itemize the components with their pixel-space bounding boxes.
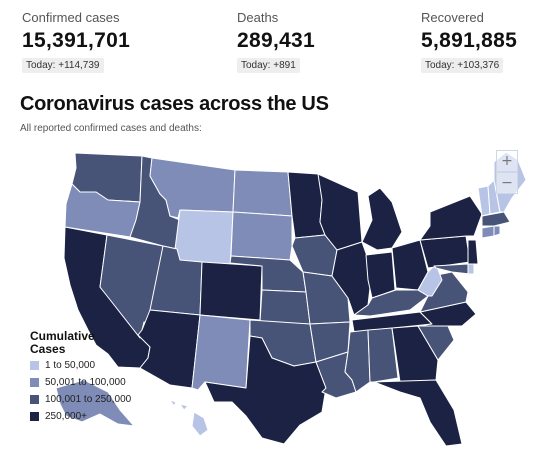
state-hi[interactable]	[169, 399, 209, 437]
legend-item: 50,001 to 100,000	[30, 375, 170, 390]
legend-swatch	[30, 395, 39, 404]
state-md[interactable]	[433, 263, 471, 275]
stat-recovered-today: Today: +103,376	[421, 58, 504, 73]
legend-label: 1 to 50,000	[45, 360, 96, 371]
zoom-in-button[interactable]: +	[496, 150, 518, 172]
state-de[interactable]	[467, 263, 475, 275]
state-tx[interactable]	[204, 335, 327, 445]
state-nm[interactable]	[191, 314, 251, 391]
stat-deaths: Deaths 289,431 Today: +891	[237, 10, 315, 73]
state-co[interactable]	[199, 261, 263, 321]
legend-label: 100,001 to 250,000	[45, 394, 132, 405]
state-fl[interactable]	[373, 379, 463, 447]
zoom-out-button[interactable]: −	[496, 172, 518, 194]
state-ny[interactable]	[419, 195, 483, 241]
stat-confirmed-label: Confirmed cases	[22, 10, 120, 25]
state-nj[interactable]	[467, 239, 479, 265]
map-title: Coronavirus cases across the US	[20, 93, 329, 115]
map-legend: Cumulative Cases 1 to 50,000 50,001 to 1…	[30, 330, 170, 424]
us-map[interactable]	[0, 140, 540, 451]
legend-item: 250,000+	[30, 409, 170, 424]
state-ga[interactable]	[391, 325, 439, 383]
state-mi[interactable]	[361, 187, 403, 251]
state-sd[interactable]	[230, 211, 293, 261]
legend-item: 1 to 50,000	[30, 358, 170, 373]
state-pa[interactable]	[419, 235, 471, 269]
us-map-svg[interactable]	[0, 140, 540, 451]
state-wv[interactable]	[417, 263, 443, 297]
legend-swatch	[30, 378, 39, 387]
stat-deaths-today: Today: +891	[237, 58, 300, 73]
legend-item: 100,001 to 250,000	[30, 392, 170, 407]
stat-confirmed-today: Today: +114,739	[22, 58, 104, 73]
state-ri[interactable]	[493, 225, 501, 237]
legend-label: 250,000+	[45, 411, 87, 422]
state-ma[interactable]	[481, 211, 511, 227]
state-al[interactable]	[367, 327, 399, 383]
state-ks[interactable]	[259, 289, 311, 325]
stat-recovered-value: 5,891,885	[421, 29, 518, 52]
stat-confirmed: Confirmed cases 15,391,701 Today: +114,7…	[22, 10, 130, 73]
stat-confirmed-value: 15,391,701	[22, 29, 131, 52]
state-wi[interactable]	[317, 173, 363, 251]
state-in[interactable]	[365, 251, 396, 299]
state-ak[interactable]	[55, 379, 135, 427]
stat-recovered-label: Recovered	[421, 10, 484, 25]
legend-swatch	[30, 361, 39, 370]
stat-deaths-label: Deaths	[237, 10, 279, 25]
state-nc[interactable]	[417, 301, 477, 327]
stat-deaths-value: 289,431	[237, 29, 316, 52]
legend-swatch	[30, 412, 39, 421]
stats-bar: Confirmed cases 15,391,701 Today: +114,7…	[0, 0, 540, 80]
legend-title: Cumulative Cases	[30, 329, 95, 356]
zoom-controls: + −	[496, 150, 518, 194]
stat-recovered: Recovered 5,891,885 Today: +103,376	[421, 10, 517, 73]
state-nd[interactable]	[232, 169, 293, 217]
map-subtitle: All reported confirmed cases and deaths:	[20, 123, 202, 134]
legend-label: 50,001 to 100,000	[45, 377, 126, 388]
state-ct[interactable]	[481, 225, 495, 239]
